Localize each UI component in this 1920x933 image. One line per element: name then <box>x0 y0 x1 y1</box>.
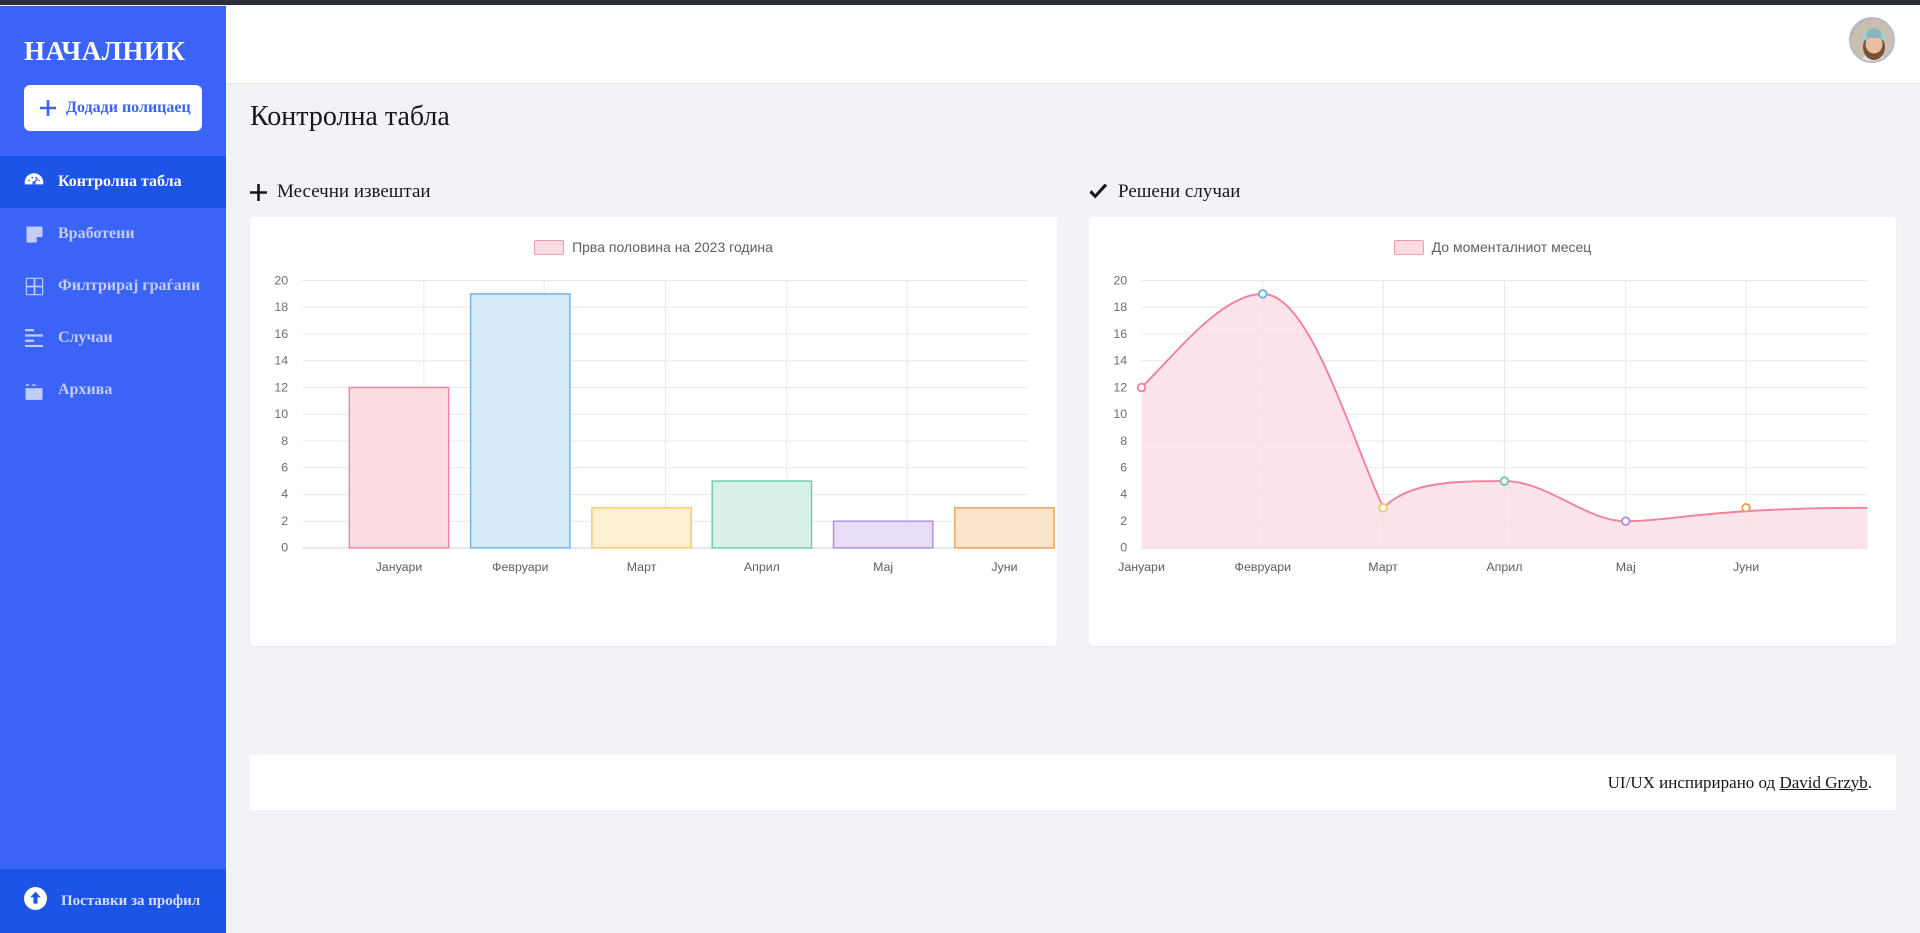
svg-text:18: 18 <box>1113 300 1127 314</box>
svg-text:0: 0 <box>281 541 288 555</box>
svg-text:0: 0 <box>1120 541 1127 555</box>
svg-text:6: 6 <box>1120 461 1127 475</box>
svg-text:Јуни: Јуни <box>1733 560 1759 574</box>
svg-text:Февруари: Февруари <box>1235 560 1292 574</box>
svg-text:2: 2 <box>281 514 288 528</box>
svg-text:12: 12 <box>1113 380 1127 394</box>
svg-text:10: 10 <box>274 407 288 421</box>
svg-text:Јануари: Јануари <box>376 560 423 574</box>
svg-text:2: 2 <box>1120 514 1127 528</box>
svg-text:20: 20 <box>1113 273 1127 287</box>
svg-text:Maj: Maj <box>873 560 893 574</box>
svg-text:16: 16 <box>1113 327 1127 341</box>
svg-text:10: 10 <box>1113 407 1127 421</box>
svg-text:Јуни: Јуни <box>991 560 1017 574</box>
svg-text:Април: Април <box>1486 560 1522 574</box>
svg-text:4: 4 <box>281 487 288 501</box>
svg-text:12: 12 <box>274 380 288 394</box>
svg-text:Март: Март <box>1368 560 1398 574</box>
svg-text:18: 18 <box>274 300 288 314</box>
svg-text:14: 14 <box>1113 354 1127 368</box>
svg-text:Јануари: Јануари <box>1118 560 1165 574</box>
svg-text:4: 4 <box>1120 487 1127 501</box>
svg-text:16: 16 <box>274 327 288 341</box>
svg-text:Април: Април <box>744 560 780 574</box>
svg-text:8: 8 <box>1120 434 1127 448</box>
svg-text:8: 8 <box>281 434 288 448</box>
svg-text:Февруари: Февруари <box>492 560 549 574</box>
svg-text:Mај: Mај <box>1616 560 1636 574</box>
svg-text:Март: Март <box>627 560 657 574</box>
svg-text:20: 20 <box>274 273 288 287</box>
svg-text:14: 14 <box>274 354 288 368</box>
svg-text:6: 6 <box>281 461 288 475</box>
